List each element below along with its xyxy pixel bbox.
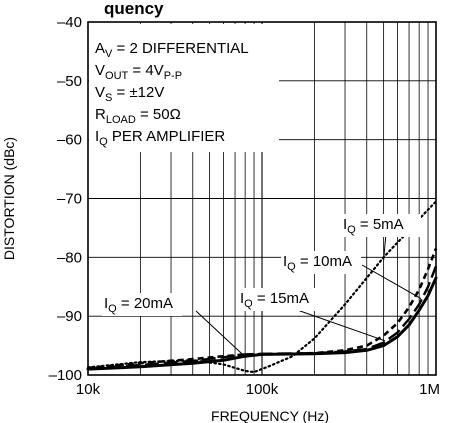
- y-tick-label: –70: [57, 191, 82, 208]
- title-fragment: quency: [104, 0, 164, 18]
- plot-frame: [87, 21, 437, 376]
- callout-background: [102, 293, 182, 316]
- condition-line: IQ PER AMPLIFIER: [95, 128, 225, 148]
- series-label: IQ = 5mA: [343, 216, 404, 236]
- series-callouts: IQ = 5mA IQ = 10mA IQ = 15mA IQ = 20mA: [102, 214, 422, 356]
- callout-background: [281, 251, 361, 274]
- callout-background: [341, 214, 421, 237]
- condition-line: VS = ±12V: [95, 84, 164, 104]
- x-axis-label: FREQUENCY (Hz): [211, 408, 329, 423]
- y-tick-label: –40: [57, 14, 82, 31]
- series-label: IQ = 10mA: [283, 253, 352, 273]
- callout-leader: [383, 232, 387, 261]
- callout-leader: [195, 310, 244, 356]
- y-tick-label: –80: [57, 249, 82, 266]
- x-tick-label: 100k: [246, 381, 279, 398]
- x-tick-label: 1M: [419, 381, 440, 398]
- x-tick-labels: 10k 100k 1M: [76, 381, 440, 398]
- callout-background: [238, 288, 318, 311]
- y-tick-label: –100: [49, 367, 82, 384]
- y-tick-label: –60: [57, 132, 82, 149]
- series-line: [86, 276, 438, 371]
- series-label: IQ = 15mA: [240, 290, 309, 310]
- condition-line: VOUT = 4VP-P: [95, 62, 182, 82]
- y-tick-labels: –40 –50 –60 –70 –80 –90 –100: [49, 14, 82, 384]
- series-label: IQ = 20mA: [104, 295, 173, 315]
- conditions-background: [89, 24, 279, 152]
- y-axis-label: DISTORTION (dBc): [1, 137, 17, 260]
- x-tick-label: 10k: [76, 381, 101, 398]
- y-tick-label: –50: [57, 73, 82, 90]
- condition-line: RLOAD = 50Ω: [95, 106, 181, 126]
- callout-leader: [361, 264, 422, 299]
- condition-line: AV = 2 DIFFERENTIAL: [95, 40, 249, 60]
- y-tick-label: –90: [57, 308, 82, 325]
